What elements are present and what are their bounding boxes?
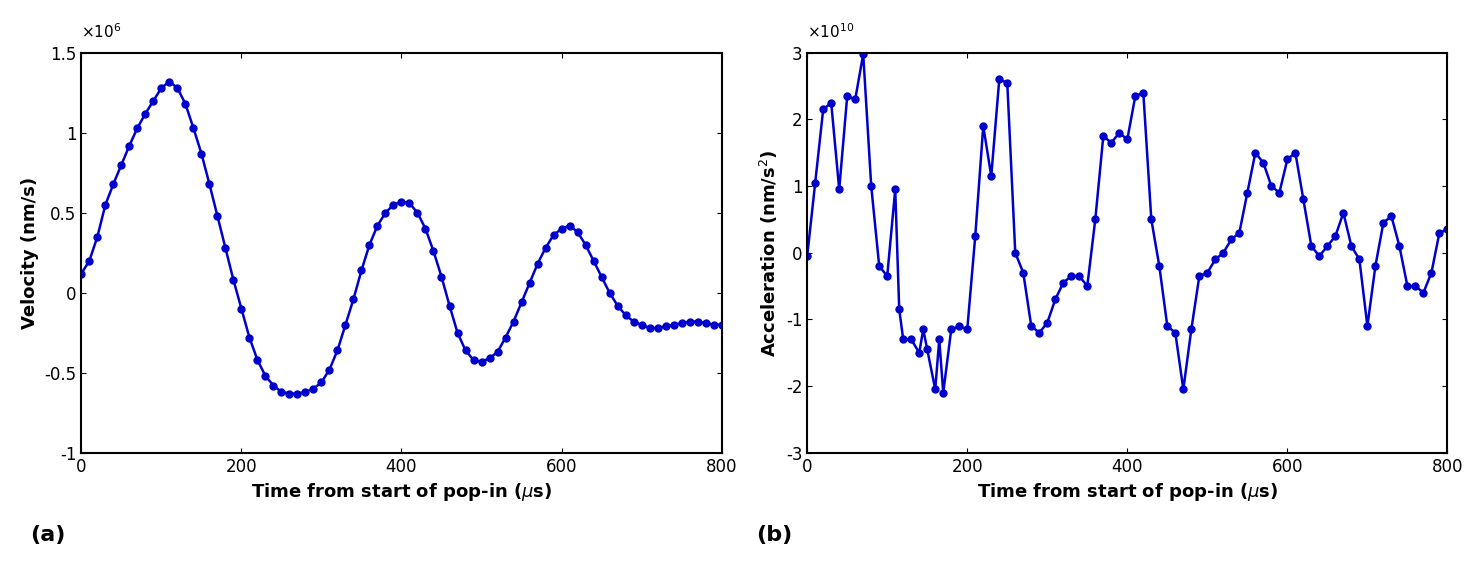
X-axis label: Time from start of pop-in ($\mu$s): Time from start of pop-in ($\mu$s) xyxy=(251,481,552,503)
Y-axis label: Acceleration (nm/s$^2$): Acceleration (nm/s$^2$) xyxy=(758,149,781,356)
Text: $\times 10^6$: $\times 10^6$ xyxy=(82,22,122,41)
Text: (b): (b) xyxy=(755,525,792,545)
Y-axis label: Velocity (nm/s): Velocity (nm/s) xyxy=(21,176,39,329)
Text: (a): (a) xyxy=(30,525,65,545)
X-axis label: Time from start of pop-in ($\mu$s): Time from start of pop-in ($\mu$s) xyxy=(976,481,1278,503)
Text: $\times 10^{10}$: $\times 10^{10}$ xyxy=(807,22,855,41)
